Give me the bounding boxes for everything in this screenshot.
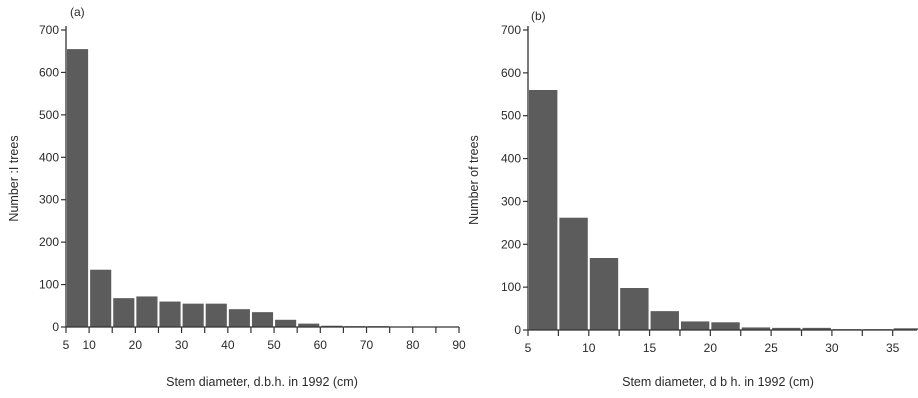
x-tick-label: 5 xyxy=(63,338,70,352)
x-tick-label: 25 xyxy=(764,341,778,355)
y-axis-title: Number :I trees xyxy=(7,135,21,221)
panel-label: (b) xyxy=(531,9,546,23)
x-tick-label: 40 xyxy=(221,338,235,352)
x-tick-label: 50 xyxy=(267,338,281,352)
bar-0 xyxy=(529,90,558,330)
x-tick-label: 5 xyxy=(525,341,532,355)
bar-8 xyxy=(772,327,801,330)
x-axis-title: Stem diameter, d.b.h. in 1992 (cm) xyxy=(166,375,358,389)
y-tick-label: 700 xyxy=(501,23,521,37)
y-tick-label: 600 xyxy=(501,66,521,80)
y-tick-label: 500 xyxy=(39,108,59,122)
y-tick-label: 500 xyxy=(501,109,521,123)
bar-7 xyxy=(228,309,250,327)
y-tick-label: 400 xyxy=(501,152,521,166)
x-tick-label: 20 xyxy=(129,338,143,352)
bar-9 xyxy=(802,327,831,330)
x-tick-label: 80 xyxy=(406,338,420,352)
chart-panel-b: 0 100 200 300 400 500 600 700 5 10 15 20 25 30 35 Stem … xyxy=(467,9,918,389)
x-tick-label: 10 xyxy=(582,341,596,355)
y-tick-label: 600 xyxy=(39,65,59,79)
y-tick-label: 300 xyxy=(501,194,521,208)
bar-2 xyxy=(589,258,619,330)
chart-panel-a: 0 100 200 300 400 500 600 700 5 10 20 30 40 50 60 70 80 9… xyxy=(7,5,466,389)
x-tick-label: 30 xyxy=(175,338,189,352)
bar-0 xyxy=(67,49,89,328)
y-tick-label: 0 xyxy=(52,320,59,334)
bar-6 xyxy=(711,322,740,330)
y-tick-label: 700 xyxy=(39,23,59,37)
y-tick-label: 300 xyxy=(39,193,59,207)
y-tick-label: 0 xyxy=(514,323,521,337)
x-tick-label: 30 xyxy=(825,341,839,355)
y-tick-label: 100 xyxy=(39,278,59,292)
panel-label: (a) xyxy=(70,5,85,19)
bar-2 xyxy=(113,298,135,327)
y-tick-label: 100 xyxy=(501,280,521,294)
bar-12 xyxy=(893,328,918,330)
y-tick-label: 200 xyxy=(501,237,521,251)
bar-6 xyxy=(205,303,227,327)
x-tick-label: 35 xyxy=(886,341,900,355)
bar-4 xyxy=(159,301,181,327)
bar-9 xyxy=(275,319,297,327)
bar-4 xyxy=(650,311,679,330)
x-axis-title: Stem diameter, d b h. in 1992 (cm) xyxy=(622,375,814,389)
bar-3 xyxy=(620,288,649,330)
y-tick-label: 400 xyxy=(39,150,59,164)
y-tick-label: 200 xyxy=(39,235,59,249)
bar-1 xyxy=(90,269,112,327)
bar-10 xyxy=(298,323,320,327)
x-tick-label: 15 xyxy=(643,341,657,355)
bar-7 xyxy=(741,327,771,330)
x-tick-label: 20 xyxy=(704,341,718,355)
bar-5 xyxy=(182,303,204,327)
x-tick-label: 70 xyxy=(360,338,374,352)
bar-8 xyxy=(251,312,274,327)
x-tick-label: 60 xyxy=(314,338,328,352)
bar-3 xyxy=(136,296,158,327)
bar-5 xyxy=(680,321,710,330)
x-tick-label: 10 xyxy=(82,338,96,352)
y-axis-title: Number of trees xyxy=(467,135,481,225)
bar-1 xyxy=(559,217,588,330)
x-tick-label: 90 xyxy=(452,338,466,352)
